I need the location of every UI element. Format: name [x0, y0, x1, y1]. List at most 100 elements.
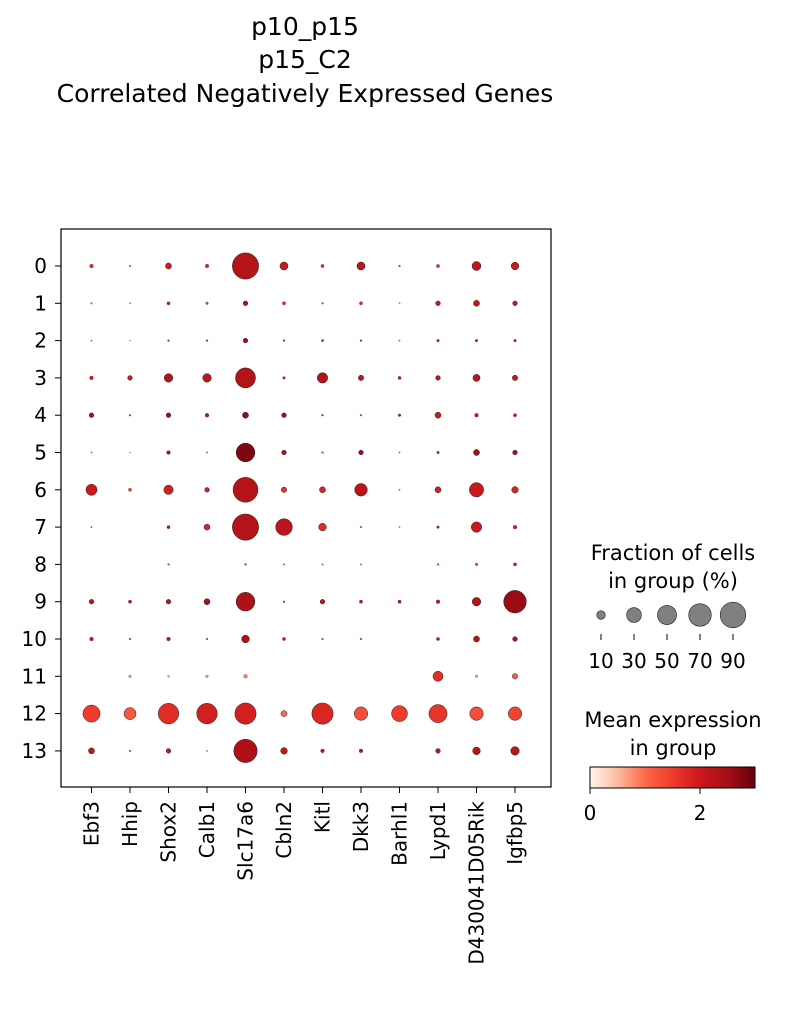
- dot-Barhl1-2: [398, 339, 401, 342]
- dot-D430041D05Rik-10: [473, 635, 480, 643]
- dot-D430041D05Rik-4: [474, 413, 479, 418]
- y-tick-label: 0: [34, 254, 47, 278]
- dots: [82, 252, 527, 763]
- dot-Igfbp5-2: [513, 339, 517, 343]
- size-legend-title-line-1: Fraction of cells: [591, 541, 756, 565]
- dot-Cbln2-13: [280, 747, 288, 755]
- dot-Kitl-3: [317, 372, 328, 384]
- colorbar-tick-label: 2: [694, 801, 707, 825]
- size-legend-label: 70: [687, 649, 712, 673]
- dot-Slc17a6-0: [232, 252, 259, 280]
- dot-D430041D05Rik-9: [471, 597, 482, 607]
- dot-Shox2-7: [166, 525, 171, 529]
- dot-Cbln2-0: [279, 261, 289, 271]
- dot-Dkk3-6: [354, 483, 368, 497]
- dot-Shox2-2: [167, 339, 170, 342]
- x-tick-label: Hhip: [118, 801, 142, 847]
- dot-Ebf3-10: [89, 636, 94, 642]
- dot-Hhip-6: [128, 488, 132, 492]
- size-legend-label: 30: [621, 649, 646, 673]
- dot-Ebf3-13: [88, 747, 95, 755]
- dot-Ebf3-6: [85, 483, 98, 496]
- dot-Igfbp5-9: [503, 590, 527, 614]
- x-tick-label: Lypd1: [426, 801, 450, 860]
- dot-D430041D05Rik-8: [475, 562, 478, 566]
- dot-Calb1-6: [204, 487, 210, 493]
- dot-Barhl1-1: [398, 302, 401, 305]
- dot-Slc17a6-6: [232, 477, 259, 503]
- dot-Dkk3-0: [356, 261, 366, 271]
- dot-Dkk3-10: [359, 637, 363, 641]
- x-tick-label: Kitl: [311, 801, 335, 833]
- dot-Barhl1-6: [398, 488, 401, 491]
- dot-Cbln2-1: [282, 301, 286, 306]
- size-legend-dot: [626, 607, 642, 623]
- dot-Calb1-12: [196, 703, 218, 725]
- dot-Hhip-12: [123, 707, 137, 720]
- dot-Igfbp5-10: [512, 636, 518, 642]
- colorbar: [589, 766, 756, 789]
- y-tick-label: 4: [34, 403, 47, 427]
- dot-Shox2-4: [165, 412, 172, 418]
- colorbar-tick-label: 0: [584, 801, 597, 825]
- dot-Hhip-1: [129, 302, 131, 305]
- dot-Ebf3-7: [90, 526, 93, 528]
- dot-Kitl-10: [321, 637, 324, 641]
- y-tick-label: 10: [22, 627, 47, 651]
- dot-Igfbp5-1: [512, 300, 518, 306]
- dot-Dkk3-2: [359, 339, 363, 342]
- color-legend-title-line-2: in group: [630, 736, 717, 760]
- x-tick-label: Shox2: [157, 801, 181, 863]
- dot-Calb1-7: [203, 523, 211, 531]
- dot-Kitl-13: [320, 748, 325, 753]
- dot-Kitl-12: [311, 702, 334, 725]
- dot-Igfbp5-8: [513, 562, 517, 567]
- dot-Shox2-9: [165, 599, 172, 605]
- dot-Slc17a6-3: [235, 367, 256, 389]
- dot-Lypd1-4: [434, 411, 442, 419]
- dot-Kitl-7: [318, 523, 327, 532]
- dot-Dkk3-13: [358, 748, 364, 753]
- dot-Cbln2-12: [280, 710, 288, 717]
- dot-Shox2-8: [167, 563, 170, 566]
- dot-D430041D05Rik-6: [469, 482, 484, 498]
- dot-Kitl-8: [321, 563, 324, 566]
- dot-Calb1-5: [206, 451, 208, 454]
- dot-Calb1-10: [205, 637, 209, 641]
- dot-Kitl-6: [319, 486, 326, 494]
- dot-D430041D05Rik-7: [471, 521, 482, 533]
- dot-Slc17a6-7: [232, 513, 259, 541]
- dot-Slc17a6-2: [242, 338, 249, 344]
- dot-Slc17a6-12: [234, 702, 257, 725]
- dot-Cbln2-9: [282, 600, 286, 603]
- dot-Shox2-10: [166, 636, 171, 642]
- dot-Cbln2-5: [281, 449, 287, 456]
- dot-Dkk3-1: [359, 301, 363, 306]
- dot-Calb1-2: [205, 339, 209, 342]
- dot-Igfbp5-5: [512, 449, 518, 456]
- dot-Hhip-13: [128, 749, 132, 752]
- plot-frame: [60, 228, 552, 788]
- dot-Ebf3-9: [88, 599, 95, 605]
- dot-Barhl1-0: [398, 264, 401, 268]
- dot-Ebf3-5: [90, 451, 93, 454]
- dot-D430041D05Rik-11: [475, 674, 478, 678]
- dot-Hhip-9: [128, 599, 132, 604]
- dot-D430041D05Rik-5: [473, 449, 480, 456]
- dot-Ebf3-12: [82, 704, 101, 723]
- dot-Shox2-3: [163, 373, 174, 383]
- y-tick-label: 8: [34, 552, 47, 576]
- y-tick-label: 11: [22, 664, 47, 688]
- color-legend-title-line-1: Mean expression: [584, 708, 761, 732]
- dot-Hhip-10: [128, 637, 132, 641]
- dot-Calb1-3: [202, 373, 212, 383]
- dot-Slc17a6-11: [243, 674, 248, 679]
- dot-Shox2-12: [157, 703, 180, 725]
- dot-Kitl-5: [321, 451, 324, 454]
- dot-D430041D05Rik-2: [475, 339, 478, 343]
- dot-Hhip-5: [129, 451, 131, 454]
- x-tick-label: Calb1: [195, 801, 219, 858]
- dot-Lypd1-13: [435, 748, 441, 754]
